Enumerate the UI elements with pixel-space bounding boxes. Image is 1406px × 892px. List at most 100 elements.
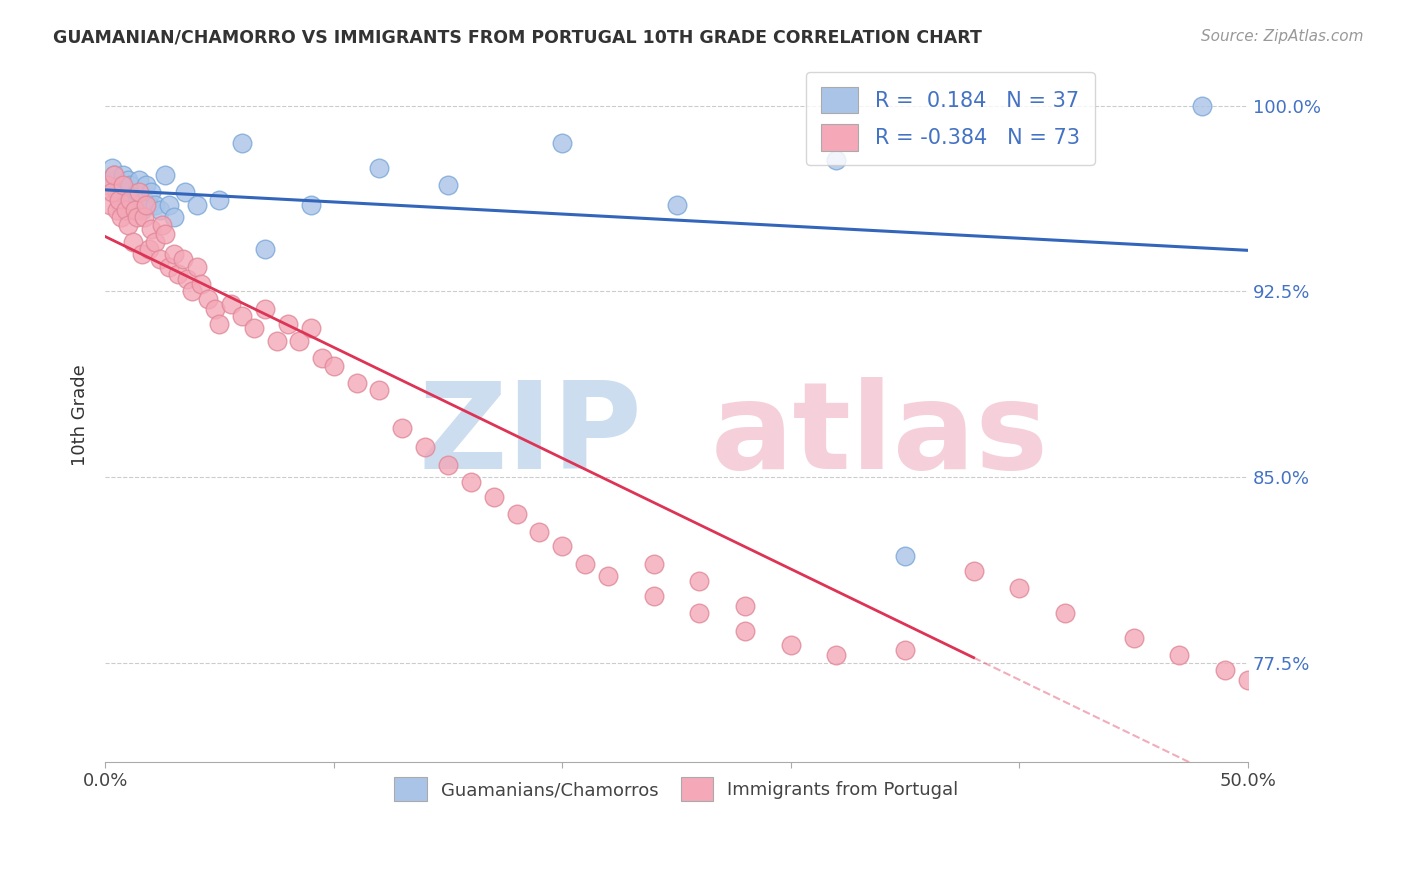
Point <box>174 186 197 200</box>
Point <box>112 178 135 192</box>
Point <box>734 624 756 638</box>
Legend: Guamanians/Chamorros, Immigrants from Portugal: Guamanians/Chamorros, Immigrants from Po… <box>380 763 973 815</box>
Point <box>117 173 139 187</box>
Point <box>138 242 160 256</box>
Point <box>299 321 322 335</box>
Y-axis label: 10th Grade: 10th Grade <box>72 364 89 466</box>
Point <box>101 161 124 175</box>
Point <box>121 190 143 204</box>
Point <box>254 301 277 316</box>
Text: Source: ZipAtlas.com: Source: ZipAtlas.com <box>1201 29 1364 44</box>
Point <box>132 193 155 207</box>
Point <box>204 301 226 316</box>
Point <box>894 643 917 657</box>
Point <box>132 210 155 224</box>
Point <box>135 178 157 192</box>
Point <box>460 475 482 489</box>
Point <box>138 197 160 211</box>
Point <box>190 277 212 291</box>
Point <box>299 197 322 211</box>
Point <box>242 321 264 335</box>
Point <box>551 540 574 554</box>
Point <box>346 376 368 390</box>
Point <box>643 589 665 603</box>
Point <box>172 252 194 267</box>
Point <box>181 285 204 299</box>
Point <box>288 334 311 348</box>
Point <box>208 317 231 331</box>
Point <box>1237 673 1260 687</box>
Point <box>231 136 253 150</box>
Point <box>505 507 527 521</box>
Point <box>98 197 121 211</box>
Point <box>163 210 186 224</box>
Text: GUAMANIAN/CHAMORRO VS IMMIGRANTS FROM PORTUGAL 10TH GRADE CORRELATION CHART: GUAMANIAN/CHAMORRO VS IMMIGRANTS FROM PO… <box>53 29 983 46</box>
Point <box>124 202 146 217</box>
Point <box>112 168 135 182</box>
Point <box>1213 663 1236 677</box>
Point <box>157 260 180 274</box>
Point <box>120 193 142 207</box>
Point <box>114 186 136 200</box>
Point <box>117 218 139 232</box>
Point <box>108 193 131 207</box>
Point <box>110 197 132 211</box>
Point <box>322 359 344 373</box>
Point <box>121 235 143 249</box>
Point <box>153 168 176 182</box>
Point <box>120 178 142 192</box>
Point <box>153 227 176 242</box>
Point <box>186 197 208 211</box>
Point <box>266 334 288 348</box>
Point <box>108 178 131 192</box>
Point <box>127 186 149 200</box>
Point <box>688 574 710 588</box>
Point <box>145 197 167 211</box>
Point <box>96 178 118 192</box>
Point <box>139 222 162 236</box>
Point <box>131 247 153 261</box>
Point <box>96 173 118 187</box>
Point <box>124 202 146 217</box>
Point <box>391 420 413 434</box>
Point <box>149 252 172 267</box>
Point <box>688 606 710 620</box>
Point <box>368 384 391 398</box>
Point <box>254 242 277 256</box>
Text: ZIP: ZIP <box>419 377 643 494</box>
Text: atlas: atlas <box>711 377 1049 494</box>
Point <box>437 178 460 192</box>
Point <box>103 168 125 182</box>
Point <box>131 202 153 217</box>
Point <box>1168 648 1191 663</box>
Point <box>311 351 333 366</box>
Point <box>825 648 848 663</box>
Point <box>551 136 574 150</box>
Point <box>825 153 848 168</box>
Point <box>1008 582 1031 596</box>
Point <box>529 524 551 539</box>
Point <box>114 202 136 217</box>
Point <box>145 235 167 249</box>
Point <box>574 557 596 571</box>
Point <box>894 549 917 564</box>
Point <box>482 490 505 504</box>
Point <box>219 297 242 311</box>
Point <box>962 564 984 578</box>
Point <box>167 267 190 281</box>
Point <box>128 173 150 187</box>
Point <box>135 197 157 211</box>
Point <box>231 309 253 323</box>
Point <box>186 260 208 274</box>
Point <box>110 210 132 224</box>
Point <box>1053 606 1076 620</box>
Point <box>1191 98 1213 112</box>
Point <box>1122 631 1144 645</box>
Point <box>779 639 801 653</box>
Point <box>643 557 665 571</box>
Point <box>437 458 460 472</box>
Point <box>596 569 619 583</box>
Point <box>149 202 172 217</box>
Point <box>105 202 128 217</box>
Point <box>197 292 219 306</box>
